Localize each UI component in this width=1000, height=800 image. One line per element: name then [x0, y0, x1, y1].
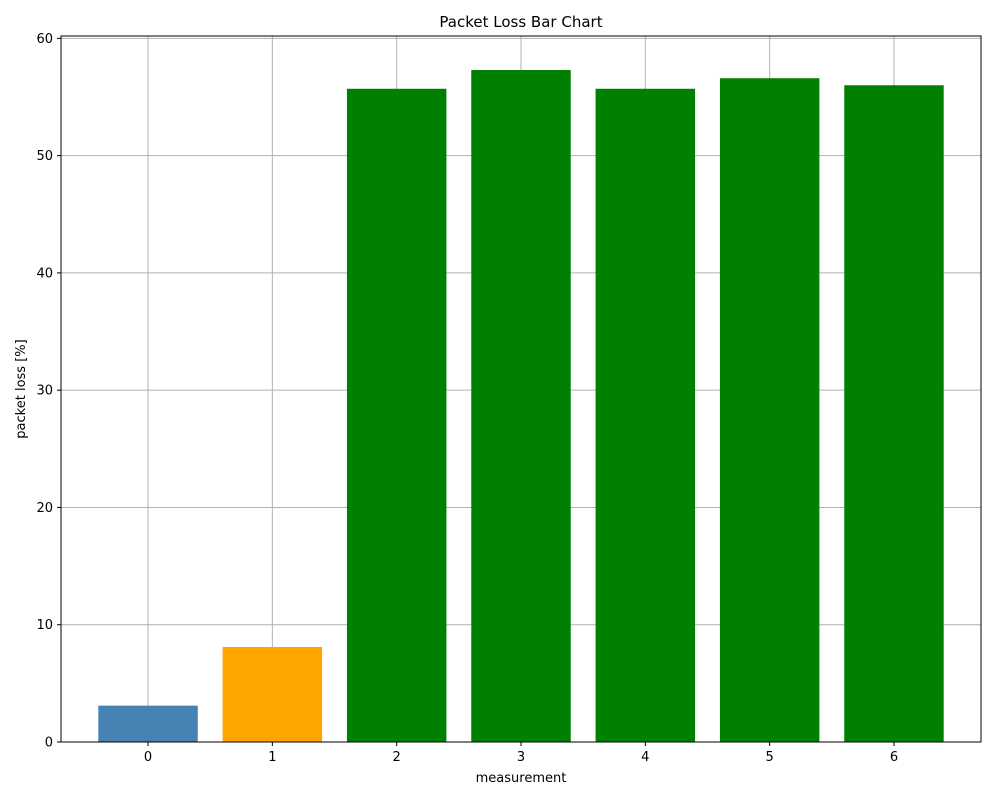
y-tick-label: 40 — [36, 266, 53, 281]
chart-title: Packet Loss Bar Chart — [439, 13, 602, 31]
x-axis-label: measurement — [476, 771, 567, 786]
bar-0 — [98, 705, 198, 742]
y-tick-label: 60 — [36, 32, 53, 47]
y-tick-label: 20 — [36, 501, 53, 516]
x-tick-label: 3 — [517, 750, 525, 765]
y-tick-label: 30 — [36, 384, 53, 399]
x-tick-label: 6 — [890, 750, 898, 765]
bar-1 — [222, 647, 323, 742]
x-tick-label: 5 — [766, 750, 774, 765]
y-tick-label: 50 — [36, 149, 53, 164]
x-tick-label: 2 — [393, 750, 401, 765]
y-axis-label: packet loss [%] — [14, 339, 29, 438]
y-tick-label: 0 — [45, 736, 53, 751]
x-tick-label: 1 — [268, 750, 276, 765]
x-tick-label: 4 — [641, 750, 649, 765]
bar-4 — [595, 88, 696, 742]
bar-5 — [719, 78, 820, 743]
bar-6 — [844, 85, 944, 743]
y-tick-label: 10 — [36, 618, 53, 633]
bars — [98, 70, 944, 743]
bar-3 — [471, 70, 571, 743]
axis-ticks: 0 10 20 30 40 50 60 0 1 2 3 4 5 6 — [36, 32, 898, 765]
bar-2 — [346, 88, 447, 742]
x-tick-label: 0 — [144, 750, 152, 765]
